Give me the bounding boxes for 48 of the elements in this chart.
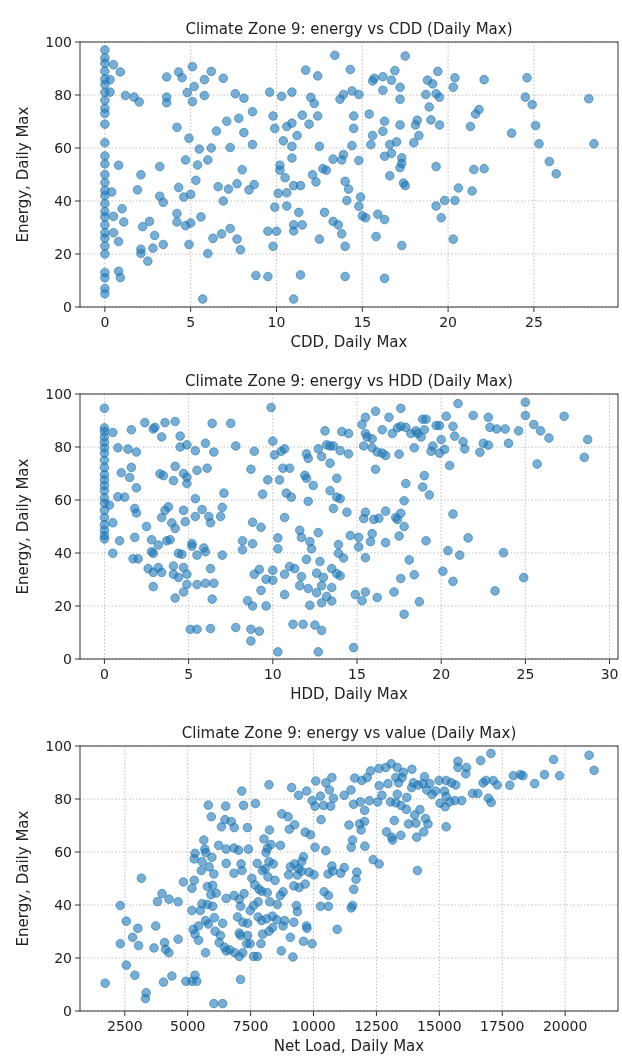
y-tick-label: 80	[54, 791, 72, 807]
chart-title: Climate Zone 9: energy vs HDD (Daily Max)	[185, 372, 513, 390]
y-tick-label: 20	[54, 246, 72, 262]
x-tick-label: 25	[516, 666, 535, 682]
y-tick-label: 100	[45, 738, 72, 754]
x-tick-label: 5	[184, 666, 194, 682]
y-tick-label: 100	[45, 386, 72, 402]
x-tick-label: 15	[353, 314, 372, 330]
x-tick-label: 15000	[417, 1018, 462, 1034]
y-tick-label: 20	[54, 950, 72, 966]
y-tick-label: 60	[54, 844, 72, 860]
x-tick-label: 20000	[542, 1018, 588, 1034]
x-tick-label: 25	[525, 314, 543, 330]
y-tick-label: 0	[63, 651, 72, 667]
y-tick-label: 40	[54, 545, 72, 561]
x-tick-label: 0	[100, 314, 110, 330]
x-tick-label: 10	[263, 666, 282, 682]
x-axis-title: CDD, Daily Max	[290, 333, 408, 351]
x-tick-label: 15	[348, 666, 366, 682]
x-axis-title: HDD, Daily Max	[290, 685, 408, 703]
chart-title: Climate Zone 9: energy vs value (Daily Max)	[181, 724, 517, 742]
x-tick-label: 0	[99, 666, 109, 682]
x-tick-label: 2500	[106, 1018, 143, 1034]
y-tick-label: 40	[54, 897, 72, 913]
y-tick-label: 80	[54, 439, 72, 455]
chart-title: Climate Zone 9: energy vs CDD (Daily Max)	[185, 20, 513, 38]
y-tick-label: 0	[63, 1003, 72, 1019]
y-tick-label: 60	[54, 140, 72, 156]
y-tick-label: 40	[54, 193, 72, 209]
x-tick-label: 7500	[232, 1018, 269, 1034]
x-tick-label: 30	[600, 666, 619, 682]
y-tick-label: 0	[63, 299, 72, 315]
y-axis-title: Energy, Daily Max	[14, 810, 32, 947]
x-tick-label: 20	[432, 666, 451, 682]
x-tick-label: 5	[186, 314, 196, 330]
x-tick-label: 20	[439, 314, 458, 330]
x-tick-label: 5000	[169, 1018, 206, 1034]
x-tick-label: 12500	[354, 1018, 399, 1034]
x-tick-label: 10000	[291, 1018, 336, 1034]
y-tick-label: 20	[54, 598, 72, 614]
y-tick-label: 80	[54, 87, 72, 103]
y-axis-title: Energy, Daily Max	[14, 458, 32, 595]
y-tick-label: 60	[54, 492, 72, 508]
x-tick-label: 10	[267, 314, 286, 330]
x-tick-label: 17500	[479, 1018, 525, 1034]
y-axis-title: Energy, Daily Max	[14, 106, 32, 243]
y-tick-label: 100	[45, 34, 72, 50]
x-axis-title: Net Load, Daily Max	[273, 1037, 425, 1055]
